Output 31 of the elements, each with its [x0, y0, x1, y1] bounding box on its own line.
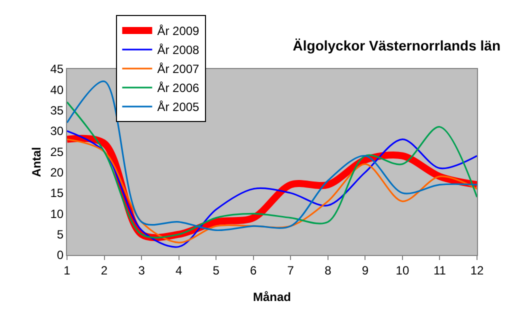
y-tick-label: 25	[50, 144, 64, 159]
y-tick-label: 15	[50, 186, 64, 200]
legend-label: År 2006	[157, 81, 200, 96]
x-tick-label: 4	[175, 263, 182, 278]
y-tick-label: 0	[56, 248, 64, 262]
y-tick-label: 5	[56, 228, 64, 242]
y-axis-title: Antal	[30, 147, 44, 177]
chart-title: Älgolyckor Västernorrlands län	[292, 38, 501, 54]
legend-label: År 2007	[157, 62, 200, 76]
legend-label: År 2008	[157, 43, 200, 58]
x-tick-label: 5	[212, 263, 220, 278]
legend-label: År 2005	[157, 100, 200, 114]
y-tick-label: 45	[50, 62, 64, 76]
y-tick-label: 20	[50, 166, 64, 180]
x-tick-label: 2	[100, 263, 108, 278]
y-tick-label: 30	[50, 124, 64, 138]
x-axis-title: Månad	[252, 290, 292, 304]
x-tick-label: 9	[362, 263, 369, 278]
y-tick-label: 10	[50, 206, 64, 221]
line-series	[67, 80, 477, 231]
x-tick-label: 11	[433, 263, 446, 278]
x-tick-label: 10	[396, 263, 410, 278]
x-tick-label: 3	[138, 263, 146, 278]
x-tick-label: 7	[287, 263, 294, 278]
x-tick-label: 8	[324, 263, 332, 278]
y-tick-label: 40	[50, 82, 64, 97]
x-tick-label: 6	[250, 263, 258, 278]
x-tick-label: 1	[64, 263, 71, 278]
legend-label: År 2009	[157, 24, 200, 38]
x-tick-label: 12	[470, 263, 484, 278]
y-tick-label: 35	[50, 104, 64, 118]
